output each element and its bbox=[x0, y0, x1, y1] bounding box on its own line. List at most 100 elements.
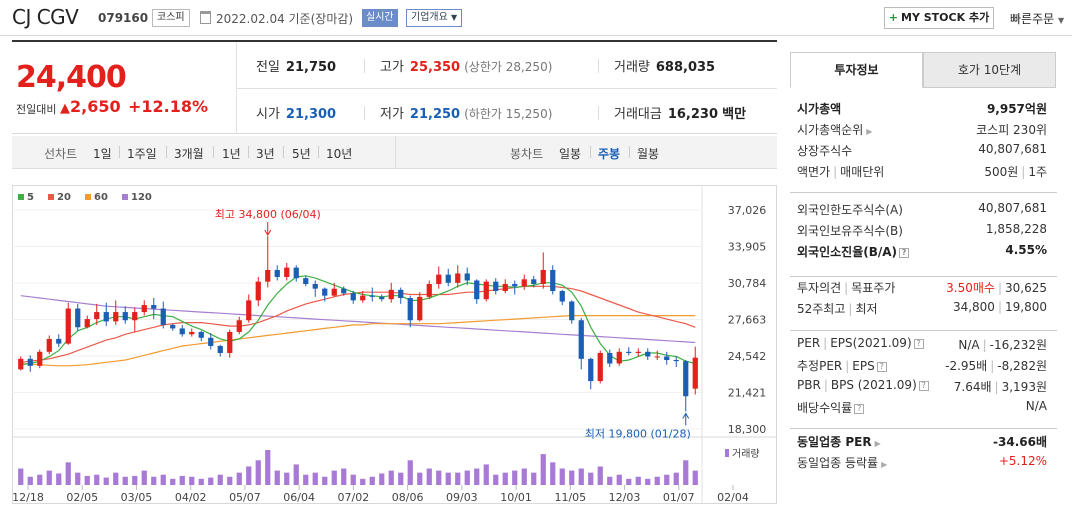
invest-row-label[interactable]: 동일업종 PER ▶ bbox=[797, 433, 881, 450]
volume-bar bbox=[417, 472, 423, 485]
invest-row-label[interactable]: 동일업종 등락률 ▶ bbox=[797, 454, 887, 471]
period-1w[interactable]: 1주일 bbox=[127, 147, 157, 161]
legend-swatch bbox=[85, 194, 91, 200]
candle-body bbox=[559, 290, 565, 302]
candle-body bbox=[635, 351, 641, 353]
invest-row-value: +5.12% bbox=[999, 454, 1047, 468]
candle-body bbox=[56, 338, 62, 344]
invest-row: 외국인소진율(B/A)? 4.55% bbox=[797, 243, 1047, 263]
add-my-stock-label: MY STOCK 추가 bbox=[901, 11, 990, 24]
period-3y[interactable]: 3년 bbox=[256, 147, 275, 161]
period-1d[interactable]: 1일 bbox=[93, 147, 112, 161]
divider: | bbox=[997, 300, 1002, 314]
quick-order-link[interactable]: 빠른주문 ▼ bbox=[1010, 10, 1064, 27]
stock-chart[interactable]: 5 20 60 120 거래량 최고 34,800 (06/04) 최저 19,800 … bbox=[12, 185, 777, 515]
invest-row: 동일업종 등락률 ▶ +5.12% bbox=[797, 454, 1047, 474]
prev-close: 전일 21,750 bbox=[256, 56, 336, 75]
trade-amount: 거래대금 16,230 백만 bbox=[614, 103, 746, 122]
realtime-button[interactable]: 실시간 bbox=[362, 9, 398, 27]
volume-bar bbox=[540, 454, 546, 485]
candle-body bbox=[160, 308, 166, 325]
divider: | bbox=[990, 359, 995, 373]
candle-body bbox=[436, 274, 442, 284]
prev-close-value: 21,750 bbox=[285, 60, 337, 75]
candle-body bbox=[65, 308, 71, 344]
divider: | bbox=[844, 281, 849, 295]
invest-value: N/A bbox=[1025, 399, 1047, 413]
volume-bar bbox=[198, 478, 204, 485]
high-price-value: 25,350 bbox=[409, 60, 461, 75]
x-tick-label: 10/01 bbox=[500, 491, 532, 504]
volume-bar bbox=[132, 475, 138, 485]
candle-weekly[interactable]: 주봉 bbox=[598, 147, 621, 161]
candlestick-chart[interactable]: 5 20 60 120 거래량 최고 34,800 (06/04) 최저 19,800 … bbox=[12, 185, 777, 515]
corp-info-dropdown[interactable]: 기업개요 ▼ bbox=[406, 9, 463, 27]
divider bbox=[364, 106, 365, 120]
help-icon[interactable]: ? bbox=[876, 361, 887, 372]
candle-body bbox=[274, 269, 280, 277]
candle-body bbox=[132, 312, 138, 321]
invest-value-2: 1주 bbox=[1028, 165, 1047, 179]
plus-icon: + bbox=[888, 11, 899, 24]
invest-value: -34.66배 bbox=[993, 435, 1047, 449]
volume-bar bbox=[597, 466, 603, 485]
candle-body bbox=[626, 351, 632, 353]
candle-body bbox=[170, 324, 176, 329]
divider: | bbox=[845, 359, 850, 373]
divider: | bbox=[982, 338, 987, 352]
candle-body bbox=[474, 280, 480, 300]
line-chart-label: 선차트 bbox=[44, 147, 78, 161]
divider bbox=[364, 59, 365, 73]
volume-bar bbox=[664, 474, 670, 485]
legend-label: 60 bbox=[94, 192, 108, 203]
invest-row: 시가총액순위 ▶ 코스피 230위 bbox=[797, 121, 1047, 141]
volume-bar bbox=[246, 466, 252, 485]
volume-bar bbox=[692, 470, 698, 485]
help-icon[interactable]: ? bbox=[918, 380, 929, 391]
help-icon[interactable]: ? bbox=[854, 403, 865, 414]
reference-date: 2022.02.04 기준(장마감) bbox=[216, 12, 354, 26]
candle-body bbox=[616, 351, 622, 364]
volume-bar bbox=[407, 460, 413, 485]
volume-bar bbox=[208, 477, 214, 485]
invest-key: 외국인소진율(B/A) bbox=[797, 245, 898, 259]
period-10y[interactable]: 10년 bbox=[326, 147, 353, 161]
invest-key: PBR bbox=[797, 378, 821, 392]
x-tick-label: 12/18 bbox=[12, 491, 44, 504]
period-1y[interactable]: 1년 bbox=[222, 147, 241, 161]
candle-body bbox=[683, 361, 689, 397]
candle-body bbox=[360, 295, 366, 301]
invest-section: 투자의견 | 목표주가 3.50매수 | 30,625 52주최고 | 최저 34,800 | 19,… bbox=[790, 276, 1057, 324]
candle-daily[interactable]: 일봉 bbox=[559, 147, 582, 161]
period-3m[interactable]: 3개월 bbox=[174, 147, 204, 161]
add-my-stock-button[interactable]: + MY STOCK 추가 bbox=[884, 7, 994, 29]
invest-row: 외국인한도주식수(A) 40,807,681 bbox=[797, 201, 1047, 221]
candle-body bbox=[189, 331, 195, 335]
candle-body bbox=[417, 296, 423, 321]
volume-bar bbox=[189, 476, 195, 485]
invest-section: 시가총액 9,957억원 시가총액순위 ▶ 코스피 230위 상장주식수 40,807,68… bbox=[790, 94, 1057, 186]
candle-body bbox=[236, 320, 242, 332]
invest-row-label: 추정PER | EPS? bbox=[797, 357, 887, 374]
divider bbox=[283, 146, 284, 158]
volume-bar bbox=[179, 475, 185, 485]
volume-bar bbox=[388, 470, 394, 485]
invest-value: 40,807,681 bbox=[978, 142, 1047, 156]
chevron-right-icon: ▶ bbox=[874, 439, 881, 448]
help-icon[interactable]: ? bbox=[899, 247, 910, 258]
invest-key-2: EPS(2021.09) bbox=[830, 336, 912, 350]
candle-body bbox=[379, 296, 385, 300]
help-icon[interactable]: ? bbox=[913, 338, 924, 349]
tab-invest-info[interactable]: 투자정보 bbox=[790, 52, 923, 88]
period-5y[interactable]: 5년 bbox=[292, 147, 311, 161]
candle-body bbox=[588, 358, 594, 382]
invest-row-label[interactable]: 시가총액순위 ▶ bbox=[797, 121, 872, 138]
candle-monthly[interactable]: 월봉 bbox=[637, 147, 660, 161]
candle-body bbox=[293, 267, 299, 279]
stock-header: CJ CGV 079160 코스피 2022.02.04 기준(장마감) 실시간… bbox=[0, 0, 1072, 36]
invest-key: 외국인한도주식수(A) bbox=[797, 203, 903, 217]
x-tick-label: 02/05 bbox=[66, 491, 98, 504]
tab-order-book[interactable]: 호가 10단계 bbox=[923, 52, 1056, 88]
volume-bar bbox=[616, 474, 622, 485]
